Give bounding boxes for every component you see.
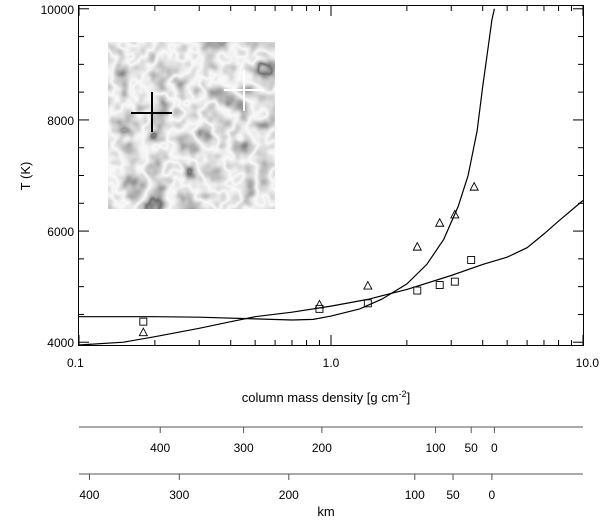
triangle-point (469, 181, 479, 191)
plot-frame (78, 5, 584, 346)
crosshair-dark (131, 92, 172, 132)
series-line-0 (79, 8, 495, 321)
square-point (467, 256, 476, 264)
y-tick-label: 4000 (47, 336, 74, 350)
square-point (363, 299, 372, 308)
triangle-point (314, 299, 325, 309)
x-tick-label: 1.0 (323, 356, 340, 370)
y-tick-label: 10000 (41, 3, 75, 17)
x-axis-label: column mass density [g cm-2] (242, 389, 410, 405)
height-tick-label: 400 (150, 441, 170, 455)
triangle-point (138, 327, 149, 337)
height-axis-lower: 400 300 200 100 50 0 (79, 473, 583, 502)
square-point (315, 304, 324, 313)
height-tick-label: 100 (405, 488, 425, 502)
x-tick-label: 0.1 (67, 356, 84, 370)
height-tick-label: 100 (426, 441, 446, 455)
square-point (450, 277, 459, 286)
square-point (435, 281, 444, 289)
crosshair-light (224, 70, 264, 111)
x-axis: 0.1 1.0 10.0 (67, 6, 599, 370)
square-point (413, 286, 422, 295)
height-tick-label: 0 (489, 488, 496, 502)
height-axis-upper: 400 300 200 100 50 0 (79, 426, 583, 455)
triangle-point (450, 209, 460, 219)
series-layer (78, 8, 584, 346)
height-tick-label: 400 (79, 488, 99, 502)
triangle-point (412, 241, 423, 251)
height-tick-label: 0 (491, 441, 498, 455)
y-tick-label: 6000 (47, 225, 74, 239)
height-tick-label: 300 (169, 488, 189, 502)
height-axis-label: km (317, 504, 334, 519)
height-tick-label: 200 (312, 441, 332, 455)
height-tick-label: 200 (279, 488, 299, 502)
height-tick-label: 50 (465, 441, 479, 455)
triangle-point (363, 280, 373, 290)
square-point (139, 317, 148, 326)
x-tick-label: 10.0 (576, 356, 600, 370)
granulation-inset (108, 42, 275, 209)
height-tick-label: 50 (446, 488, 460, 502)
y-axis-label: T (K) (18, 162, 33, 191)
y-tick-label: 8000 (47, 114, 74, 128)
height-tick-label: 300 (234, 441, 254, 455)
triangle-point (434, 217, 445, 227)
series-line-1 (78, 200, 584, 346)
y-axis: 4000 6000 8000 10000 (41, 3, 583, 350)
